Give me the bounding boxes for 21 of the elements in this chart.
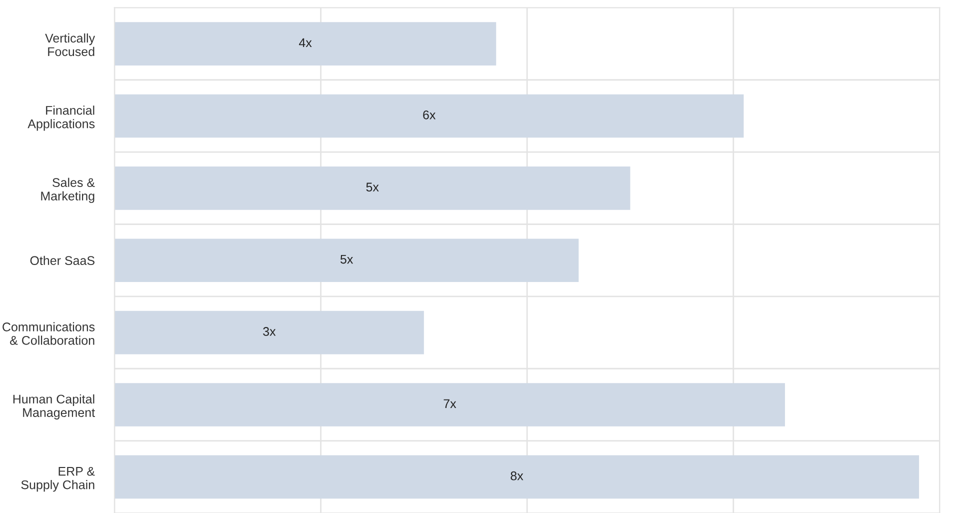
- data-label: 3x: [263, 327, 276, 336]
- data-label: 4x: [298, 38, 312, 48]
- y-tick-label: ERP & Supply Chain: [21, 466, 95, 492]
- bar: [114, 22, 496, 66]
- bar: [114, 383, 785, 426]
- bar: [114, 455, 920, 499]
- y-tick-label: Human Capital Management: [13, 394, 95, 420]
- y-tick-label: Vertically Focused: [45, 33, 96, 56]
- data-label: 8x: [510, 471, 524, 480]
- bar: [114, 94, 744, 138]
- bar: [114, 310, 424, 354]
- data-label: 6x: [423, 110, 436, 120]
- bar: [114, 238, 579, 282]
- y-tick-label: Financial Applications: [28, 106, 95, 131]
- y-tick-label: Other SaaS: [30, 256, 94, 265]
- y-tick-label: Sales & Marketing: [41, 178, 95, 203]
- bar: [114, 166, 630, 210]
- data-label: 5x: [340, 254, 354, 264]
- data-label: 5x: [366, 182, 379, 192]
- y-tick-label: Communications & Collaboration: [2, 322, 95, 345]
- data-label: 7x: [444, 399, 456, 408]
